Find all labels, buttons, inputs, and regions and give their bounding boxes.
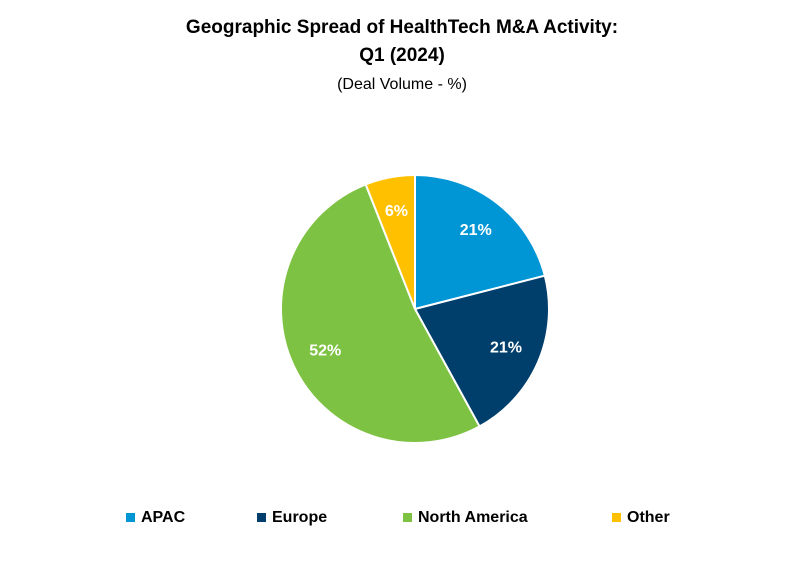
pie-slice — [364, 173, 416, 310]
legend-marker — [403, 513, 412, 522]
data-label: 21% — [490, 340, 522, 357]
pie-slice — [414, 173, 547, 311]
legend-marker — [612, 513, 621, 522]
legend-label: North America — [418, 509, 528, 526]
chart-title: Geographic Spread of HealthTech M&A Acti… — [186, 17, 618, 38]
legend-marker — [126, 513, 135, 522]
legend-marker — [257, 513, 266, 522]
pie-slice — [413, 274, 550, 428]
data-label: 21% — [460, 222, 492, 239]
data-label: 52% — [309, 342, 341, 359]
chart-subtitle: (Deal Volume - %) — [337, 76, 467, 93]
legend-label: APAC — [141, 509, 186, 526]
legend-label: Europe — [272, 509, 327, 526]
legend-label: Other — [627, 509, 670, 526]
data-label: 6% — [385, 203, 408, 220]
pie-slice — [280, 183, 481, 444]
chart-title: Q1 (2024) — [359, 45, 445, 66]
